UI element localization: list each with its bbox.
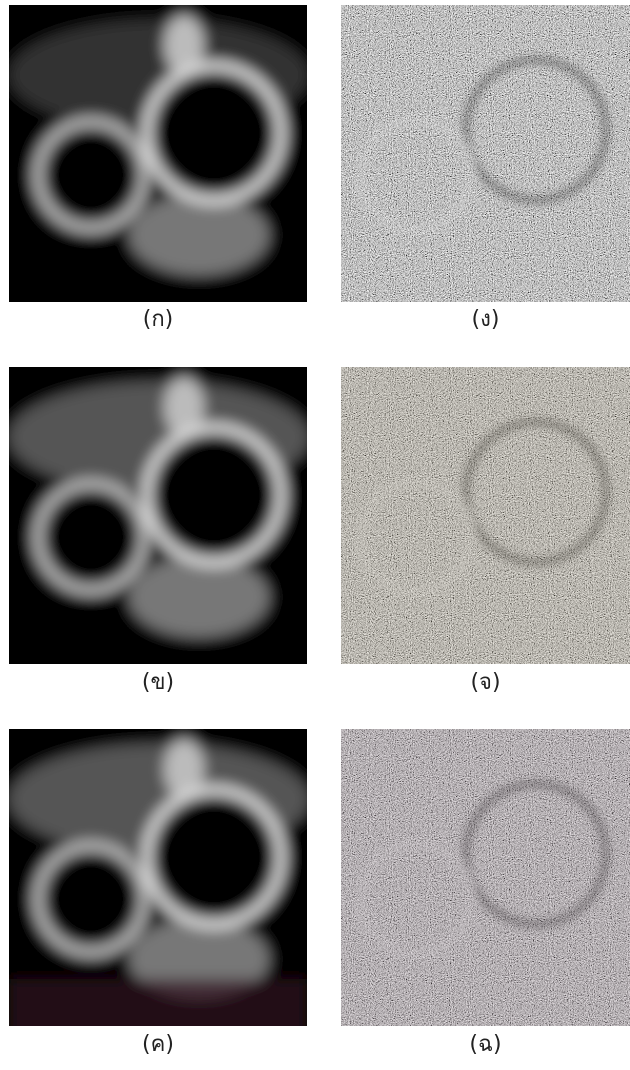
ct-image	[0, 0, 329, 325]
noisy-image	[341, 5, 630, 302]
lumen	[43, 489, 139, 585]
page: (ก)(ง)(ข)(จ)(ค)(ฉ) (() => { const data =…	[0, 0, 630, 1070]
ct-image	[0, 709, 329, 1049]
noisy-image	[341, 729, 630, 1026]
tint	[9, 979, 307, 1039]
tissue	[129, 195, 269, 275]
lumen	[43, 127, 139, 223]
noise	[341, 5, 630, 302]
panel-label: (ฉ)	[469, 1032, 501, 1057]
tint	[341, 367, 630, 664]
image-content	[0, 347, 329, 687]
lumen	[43, 851, 139, 947]
panel-label: (ข)	[142, 670, 174, 695]
panel-label: (จ)	[470, 670, 500, 695]
figure: (ก) (ง) (ข) (จ) (ค) (ฉ)	[0, 0, 630, 1070]
image-content	[0, 0, 329, 325]
ct-image	[0, 347, 329, 687]
tissue	[129, 557, 269, 637]
panel-label: (ก)	[143, 307, 174, 332]
lumen	[152, 795, 276, 919]
image-content	[0, 709, 329, 1049]
panel-label: (ค)	[142, 1032, 174, 1057]
noisy-image	[341, 367, 630, 664]
lumen	[152, 71, 276, 195]
lumen	[152, 433, 276, 557]
tint	[341, 729, 630, 1026]
panel-label: (ง)	[472, 307, 500, 332]
